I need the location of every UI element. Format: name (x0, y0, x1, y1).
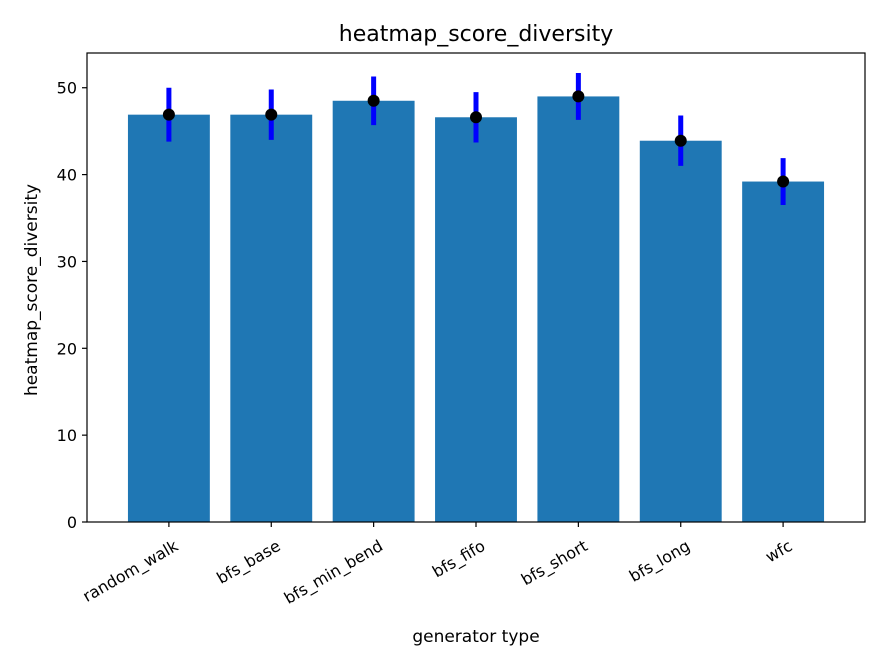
x-tick-label-bfs_short: bfs_short (518, 536, 591, 590)
mean-point-bfs_min_bend (367, 94, 380, 107)
y-tick-label-20: 20 (57, 339, 77, 358)
mean-point-bfs_short (572, 90, 585, 103)
y-tick-label-30: 30 (57, 252, 77, 271)
y-tick-label-10: 10 (57, 426, 77, 445)
plot-frame (86, 52, 866, 523)
y-tick-label-0: 0 (67, 513, 77, 532)
mean-point-wfc (777, 175, 790, 188)
x-axis-label: generator type (412, 627, 539, 647)
y-axis-label: heatmap_score_diversity (22, 184, 42, 396)
x-tick-label-random_walk: random_walk (79, 536, 182, 607)
x-tick-label-bfs_fifo: bfs_fifo (429, 536, 489, 582)
bar-wfc (742, 181, 825, 522)
mean-point-bfs_fifo (470, 111, 482, 124)
y-tick-label-50: 50 (57, 79, 77, 98)
x-tick-label-bfs_long: bfs_long (626, 536, 694, 587)
bar-bfs_short (537, 96, 620, 522)
mean-point-bfs_base (265, 108, 278, 121)
bar-bfs_min_bend (332, 100, 415, 522)
bar-bfs_long (639, 140, 722, 522)
bar-bfs_fifo (435, 117, 517, 522)
bar-random_walk (127, 114, 210, 522)
x-tick-label-wfc: wfc (762, 536, 795, 566)
x-tick-label-bfs_base: bfs_base (213, 536, 284, 588)
bar-bfs_base (230, 114, 313, 522)
mean-point-bfs_long (674, 134, 687, 147)
chart-title: heatmap_score_diversity (339, 22, 613, 47)
y-tick-label-40: 40 (57, 166, 77, 185)
x-tick-label-bfs_min_bend: bfs_min_bend (281, 536, 387, 609)
mean-point-random_walk (162, 108, 175, 121)
